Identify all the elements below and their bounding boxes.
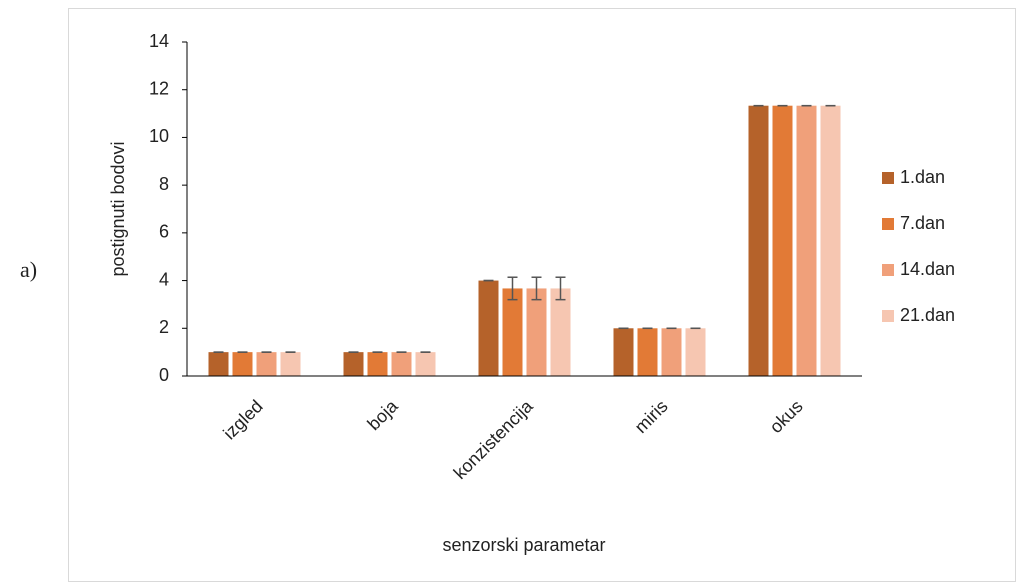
bar <box>343 352 364 376</box>
y-tick-label: 10 <box>149 126 169 146</box>
legend-label: 7.dan <box>900 213 945 233</box>
y-tick-label: 0 <box>159 365 169 385</box>
bar <box>748 105 769 376</box>
bar <box>550 288 571 376</box>
bar <box>820 105 841 376</box>
bar <box>280 352 301 376</box>
y-tick-label: 14 <box>149 31 169 51</box>
bar <box>502 288 523 376</box>
legend-label: 1.dan <box>900 167 945 187</box>
error-bar <box>531 276 542 301</box>
y-axis-title: postignuti bodovi <box>108 141 128 276</box>
bar <box>661 328 682 376</box>
bar <box>208 352 229 376</box>
bar <box>526 288 547 376</box>
legend-swatch <box>882 310 894 322</box>
legend-label: 14.dan <box>900 259 955 279</box>
bar <box>613 328 634 376</box>
legend-swatch <box>882 218 894 230</box>
bar <box>685 328 706 376</box>
y-tick-label: 8 <box>159 174 169 194</box>
error-bar <box>507 276 518 301</box>
x-axis-title: senzorski parametar <box>442 535 605 555</box>
bar <box>415 352 436 376</box>
legend-swatch <box>882 264 894 276</box>
legend-swatch <box>882 172 894 184</box>
bar <box>367 352 388 376</box>
bar <box>391 352 412 376</box>
bar <box>478 280 499 376</box>
legend-label: 21.dan <box>900 305 955 325</box>
side-label: a) <box>20 257 37 282</box>
error-bar <box>555 276 566 301</box>
y-tick-label: 12 <box>149 78 169 98</box>
bar <box>232 352 253 376</box>
y-tick-label: 6 <box>159 222 169 242</box>
y-tick-label: 4 <box>159 269 169 289</box>
y-tick-label: 2 <box>159 317 169 337</box>
bar <box>637 328 658 376</box>
bar <box>256 352 277 376</box>
bar <box>796 105 817 376</box>
bar <box>772 105 793 376</box>
